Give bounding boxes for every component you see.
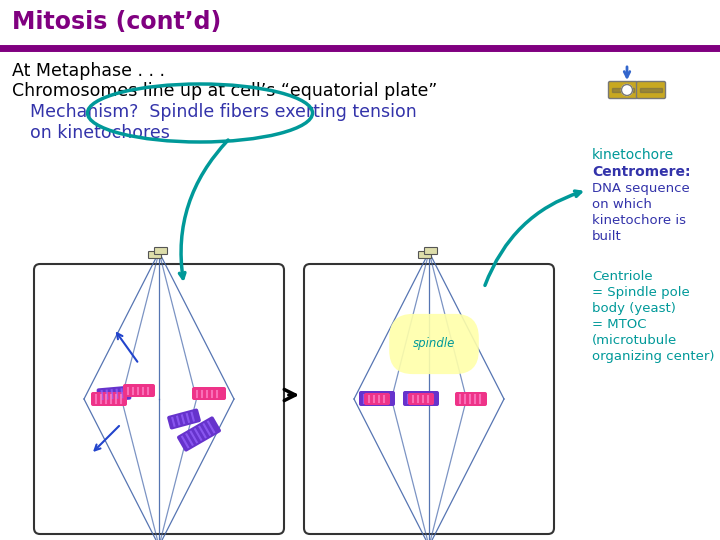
FancyBboxPatch shape — [123, 384, 155, 397]
FancyBboxPatch shape — [177, 416, 221, 451]
Bar — [640, 88, 662, 92]
Text: Mitosis (cont’d): Mitosis (cont’d) — [12, 10, 221, 34]
FancyBboxPatch shape — [91, 392, 127, 406]
Text: Centromere:: Centromere: — [592, 165, 690, 179]
FancyBboxPatch shape — [364, 393, 390, 405]
FancyBboxPatch shape — [455, 392, 487, 406]
FancyBboxPatch shape — [359, 391, 395, 406]
FancyBboxPatch shape — [148, 252, 161, 259]
Text: Mechanism?  Spindle fibers exerting tension: Mechanism? Spindle fibers exerting tensi… — [30, 103, 417, 121]
Text: Centriole
= Spindle pole
body (yeast)
= MTOC
(microtubule
organizing center): Centriole = Spindle pole body (yeast) = … — [592, 270, 714, 363]
FancyBboxPatch shape — [608, 82, 637, 98]
FancyBboxPatch shape — [418, 252, 431, 259]
Bar — [612, 88, 634, 92]
Text: At Metaphase . . .: At Metaphase . . . — [12, 62, 165, 80]
FancyBboxPatch shape — [155, 247, 168, 254]
Text: kinetochore: kinetochore — [592, 148, 674, 162]
FancyBboxPatch shape — [192, 387, 226, 400]
Circle shape — [621, 84, 632, 96]
FancyBboxPatch shape — [636, 82, 665, 98]
FancyBboxPatch shape — [304, 264, 554, 534]
FancyBboxPatch shape — [96, 386, 131, 402]
Text: DNA sequence
on which
kinetochore is
built: DNA sequence on which kinetochore is bui… — [592, 182, 690, 243]
Text: spindle: spindle — [413, 338, 455, 350]
FancyBboxPatch shape — [167, 408, 201, 429]
Text: Chromosomes line up at cell’s “equatorial plate”: Chromosomes line up at cell’s “equatoria… — [12, 82, 437, 100]
FancyBboxPatch shape — [408, 393, 434, 405]
Text: on kinetochores: on kinetochores — [30, 124, 170, 142]
FancyBboxPatch shape — [34, 264, 284, 534]
FancyBboxPatch shape — [425, 247, 438, 254]
FancyBboxPatch shape — [403, 391, 439, 406]
